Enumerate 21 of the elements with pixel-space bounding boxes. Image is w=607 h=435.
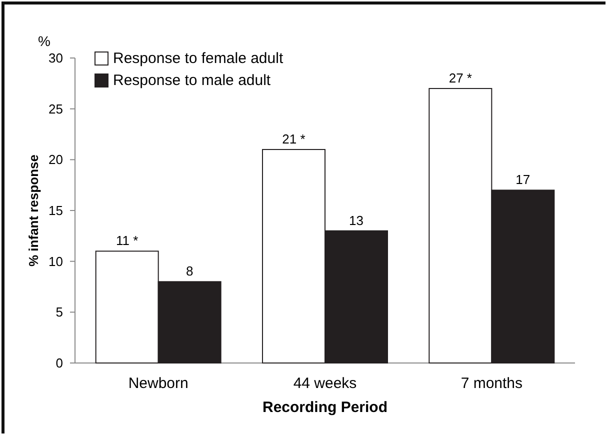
x-tick-label: 44 weeks — [293, 375, 357, 392]
y-tick-label: 15 — [48, 203, 63, 218]
data-label: 17 — [516, 172, 530, 188]
x-tick-label: 7 months — [460, 375, 523, 392]
data-label: 21 * — [282, 132, 306, 146]
data-label: 8 — [186, 264, 194, 279]
y-tick-label: 25 — [48, 101, 63, 116]
data-label: 13 — [349, 212, 364, 228]
y-axis-title: % infant response — [26, 154, 41, 266]
x-axis-title: Recording Period — [262, 399, 388, 416]
y-tick-label: 0 — [56, 356, 63, 371]
x-tick-label: Newborn — [128, 375, 188, 392]
legend-label: Response to female adult — [113, 50, 284, 67]
y-tick-label: 5 — [56, 304, 63, 320]
y-tick-label: 10 — [48, 254, 63, 269]
y-tick-label: 20 — [48, 152, 63, 168]
data-label: 27 * — [448, 70, 472, 86]
data-label: 11 * — [116, 233, 138, 248]
legend-label: Response to male adult — [113, 72, 272, 89]
y-tick-label: 30 — [48, 50, 63, 66]
text: % — [38, 33, 50, 49]
